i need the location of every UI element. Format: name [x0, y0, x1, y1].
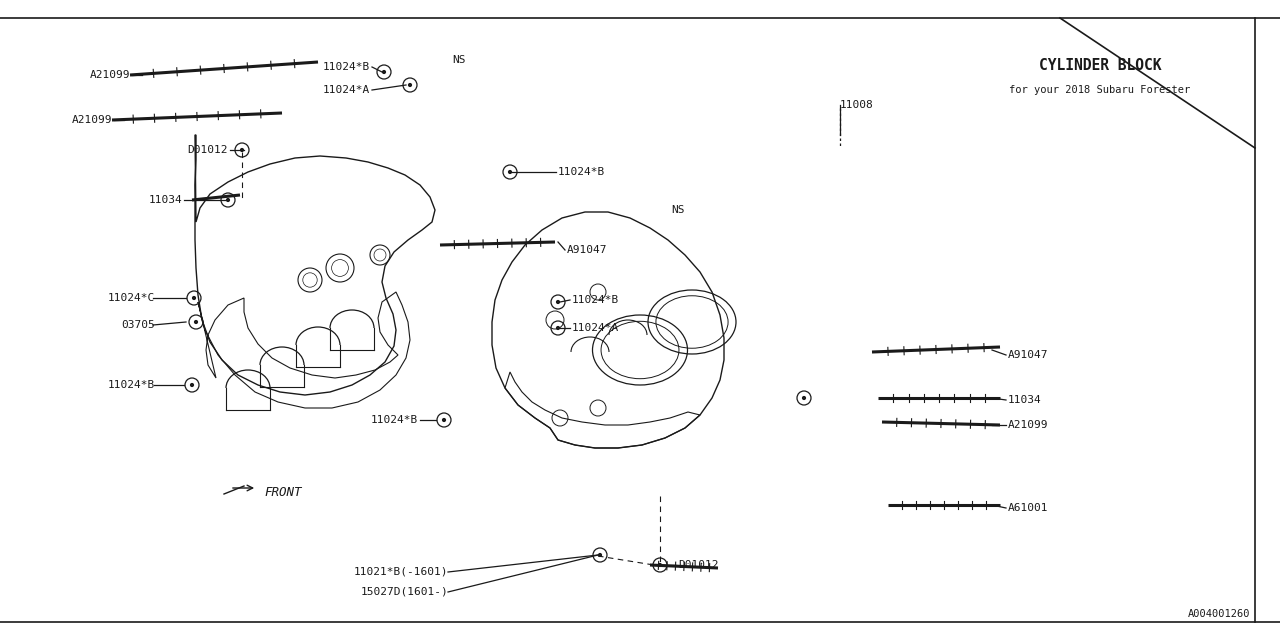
- Circle shape: [801, 396, 806, 400]
- Text: A004001260: A004001260: [1188, 609, 1251, 619]
- Circle shape: [189, 383, 195, 387]
- Text: 11024*B: 11024*B: [558, 167, 605, 177]
- Text: D01012: D01012: [678, 560, 718, 570]
- Circle shape: [408, 83, 412, 87]
- Text: 11024*B: 11024*B: [572, 295, 620, 305]
- Circle shape: [556, 300, 561, 304]
- Circle shape: [442, 418, 447, 422]
- Circle shape: [192, 296, 196, 300]
- Text: 11024*B: 11024*B: [323, 62, 370, 72]
- Text: 11024*B: 11024*B: [108, 380, 155, 390]
- Text: A21099: A21099: [72, 115, 113, 125]
- Text: A91047: A91047: [567, 245, 608, 255]
- Text: A21099: A21099: [90, 70, 131, 80]
- Circle shape: [556, 326, 561, 330]
- Text: 03705: 03705: [122, 320, 155, 330]
- Text: A21099: A21099: [1009, 420, 1048, 430]
- Text: NS: NS: [452, 55, 466, 65]
- Text: 11024*A: 11024*A: [572, 323, 620, 333]
- Text: for your 2018 Subaru Forester: for your 2018 Subaru Forester: [1010, 85, 1190, 95]
- Circle shape: [658, 563, 662, 567]
- Text: 11008: 11008: [840, 100, 874, 110]
- Text: 15027D(1601-): 15027D(1601-): [360, 587, 448, 597]
- Text: CYLINDER BLOCK: CYLINDER BLOCK: [1039, 58, 1161, 72]
- Circle shape: [239, 148, 244, 152]
- Text: 11021*B(-1601): 11021*B(-1601): [353, 567, 448, 577]
- Text: 11024*B: 11024*B: [371, 415, 419, 425]
- Text: 11024*C: 11024*C: [108, 293, 155, 303]
- Text: A61001: A61001: [1009, 503, 1048, 513]
- Circle shape: [225, 198, 230, 202]
- Circle shape: [508, 170, 512, 174]
- Text: 11034: 11034: [1009, 395, 1042, 405]
- Text: NS: NS: [671, 205, 685, 215]
- Circle shape: [598, 553, 602, 557]
- Text: FRONT: FRONT: [264, 486, 302, 499]
- Circle shape: [381, 70, 387, 74]
- Circle shape: [193, 320, 198, 324]
- Text: D01012: D01012: [187, 145, 228, 155]
- Text: A91047: A91047: [1009, 350, 1048, 360]
- Text: 11034: 11034: [148, 195, 182, 205]
- Text: 11024*A: 11024*A: [323, 85, 370, 95]
